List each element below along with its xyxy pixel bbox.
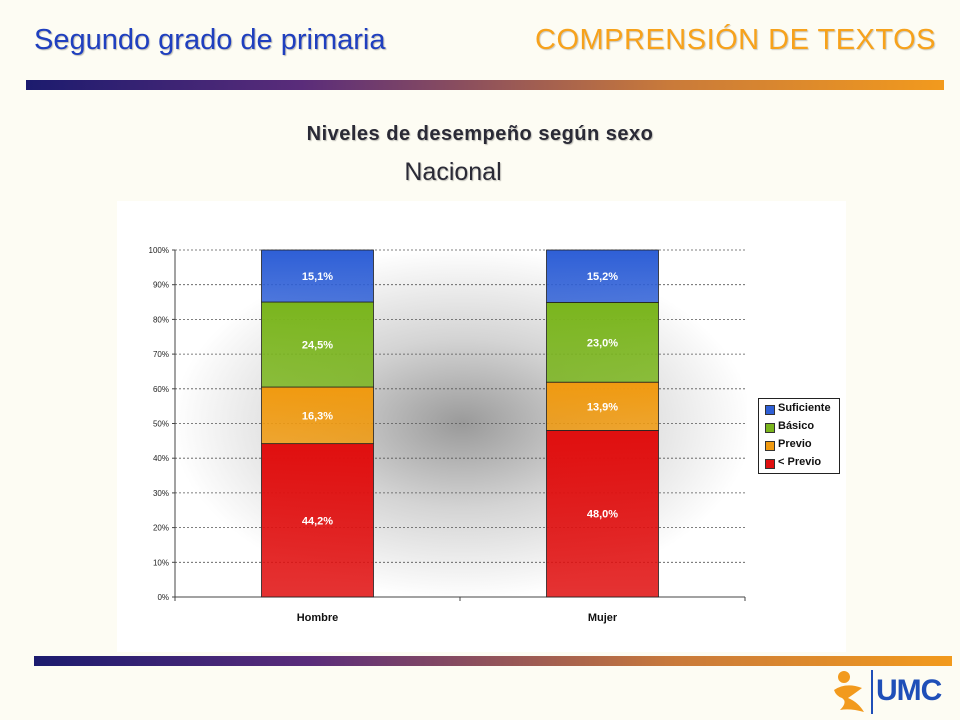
slide-title: Segundo grado de primaria bbox=[34, 24, 386, 56]
legend-label: < Previo bbox=[778, 456, 822, 468]
bar-segment-basico bbox=[261, 301, 374, 388]
y-tick-label: 80% bbox=[153, 315, 169, 324]
slide-subject: COMPRENSIÓN DE TEXTOS bbox=[535, 24, 936, 56]
bar-segment-previo bbox=[546, 381, 659, 431]
y-tick-label: 60% bbox=[153, 385, 169, 394]
legend-swatch-suficiente bbox=[765, 405, 775, 415]
legend-swatch-basico bbox=[765, 423, 775, 433]
y-tick-label: 10% bbox=[153, 558, 169, 567]
bar-segment-suficiente bbox=[261, 249, 374, 303]
data-label: 15,1% bbox=[302, 271, 333, 283]
data-label: 48,0% bbox=[587, 509, 618, 521]
top-divider bbox=[26, 80, 944, 90]
legend-label: Previo bbox=[778, 438, 812, 450]
stacked-bar-chart: 0% 10% 20% 30% 40% 50% 60% 70% 80% 90% 100% 44,2% 16… bbox=[149, 246, 746, 624]
x-category-label: Mujer bbox=[588, 612, 618, 624]
y-tick-label: 100% bbox=[149, 246, 169, 255]
data-label: 23,0% bbox=[587, 337, 618, 349]
umc-figure-icon bbox=[834, 670, 873, 714]
umc-logo: UMC bbox=[832, 668, 952, 716]
y-tick-label: 30% bbox=[153, 489, 169, 498]
y-tick-label: 70% bbox=[153, 350, 169, 359]
y-tick-label: 90% bbox=[153, 281, 169, 290]
bar-segment-menosprevio bbox=[261, 443, 374, 598]
data-label: 13,9% bbox=[587, 401, 618, 413]
y-tick-label: 40% bbox=[153, 454, 169, 463]
bottom-divider bbox=[34, 656, 952, 666]
chart-subtitle: Nacional bbox=[404, 158, 502, 186]
chart-legend: Suficiente Básico Previo < Previo bbox=[758, 398, 840, 474]
legend-label: Básico bbox=[778, 420, 815, 432]
legend-label: Suficiente bbox=[778, 402, 831, 414]
y-tick-label: 0% bbox=[157, 593, 169, 602]
y-tick-label: 20% bbox=[153, 524, 169, 533]
data-label: 44,2% bbox=[302, 515, 333, 527]
data-label: 15,2% bbox=[587, 271, 618, 283]
data-label: 24,5% bbox=[302, 340, 333, 352]
data-label: 16,3% bbox=[302, 410, 333, 422]
y-tick-label: 50% bbox=[153, 420, 169, 429]
umc-logo-text: UMC bbox=[876, 674, 942, 707]
bar-segment-basico bbox=[546, 301, 659, 383]
bar-segment-menosprevio bbox=[546, 430, 659, 598]
x-category-label: Hombre bbox=[297, 612, 339, 624]
legend-swatch-previo bbox=[765, 441, 775, 451]
bar-segment-suficiente bbox=[546, 249, 659, 303]
legend-swatch-menos-previo bbox=[765, 459, 775, 469]
chart-panel: 0% 10% 20% 30% 40% 50% 60% 70% 80% 90% 100% 44,2% 16… bbox=[117, 201, 846, 652]
chart-title: Niveles de desempeño según sexo bbox=[306, 123, 654, 145]
